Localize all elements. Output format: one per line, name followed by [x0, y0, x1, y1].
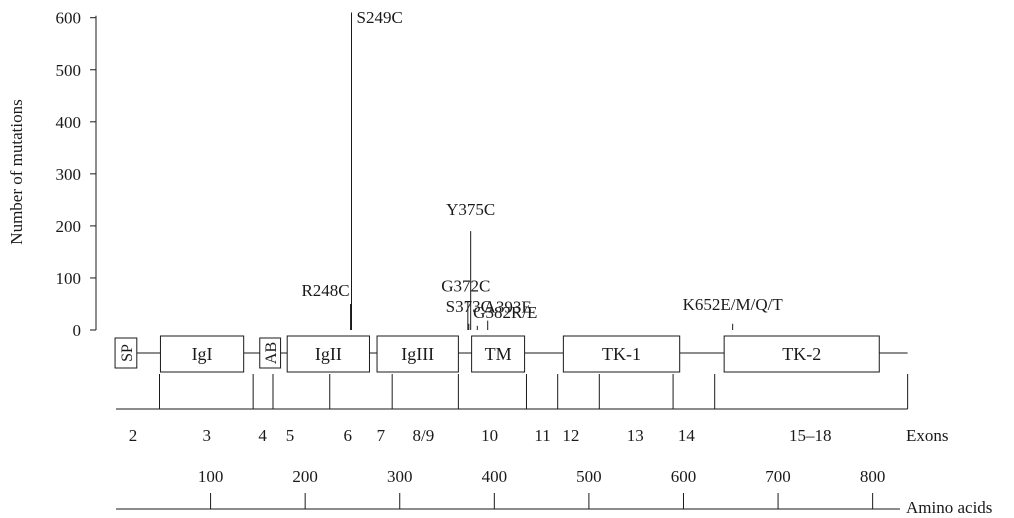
y-tick-label: 500 [56, 61, 82, 80]
y-axis: 0 100 200 300 400 500 600 [56, 9, 97, 340]
domain-box [159, 335, 245, 373]
exon-label: 7 [377, 426, 386, 445]
amino-acid-axis: 100 200 300 400 500 600 700 800 [116, 467, 900, 510]
aa-tick-label: 400 [482, 467, 508, 486]
exon-label: 5 [286, 426, 295, 445]
exon-label: 3 [203, 426, 212, 445]
aa-tick-label: 300 [387, 467, 413, 486]
exon-label: 6 [343, 426, 352, 445]
exon-label: 11 [534, 426, 550, 445]
amino-acid-axis-label: Amino acids [906, 498, 992, 517]
exon-label: 14 [678, 426, 696, 445]
exons-track-label: Exons [906, 426, 949, 445]
mutation-label: R248C [301, 281, 349, 300]
domain-box [114, 337, 138, 369]
domain-label: TM [485, 344, 512, 364]
domain-label: TK-2 [782, 344, 821, 364]
y-tick-label: 100 [56, 269, 82, 288]
mutation-label: G372C [441, 276, 490, 295]
y-tick-label: 0 [73, 321, 82, 340]
y-tick-label: 200 [56, 217, 82, 236]
domain-label: SP [119, 344, 136, 362]
y-tick-label: 600 [56, 9, 82, 28]
aa-tick-label: 500 [576, 467, 602, 486]
domain-box [471, 335, 526, 373]
mutation-label: A393E [484, 298, 532, 317]
mutation-label: S249C [357, 8, 403, 27]
exon-label: 8/9 [413, 426, 435, 445]
domain-box [376, 335, 459, 373]
domain-box [562, 335, 681, 373]
exon-label: 2 [129, 426, 138, 445]
exon-label: 12 [562, 426, 579, 445]
domain-label: IgIII [401, 344, 434, 364]
domain-label: IgI [192, 344, 213, 364]
y-axis-label: Number of mutations [7, 99, 26, 244]
aa-tick-label: 600 [671, 467, 697, 486]
exon-label: 4 [258, 426, 267, 445]
domain-box [259, 337, 282, 369]
exon-label: 13 [627, 426, 644, 445]
domain-box [723, 335, 880, 373]
y-tick-label: 400 [56, 113, 82, 132]
aa-tick-label: 800 [860, 467, 886, 486]
exon-track: 2 3 4 5 6 7 8/9 10 11 12 13 14 15–18 [116, 374, 909, 445]
mutation-label: S373C [446, 297, 492, 316]
exon-label: 10 [481, 426, 498, 445]
aa-tick-label: 700 [765, 467, 791, 486]
domain-label: IgII [315, 344, 342, 364]
domain-box [286, 335, 370, 373]
mutation-label: G382R/E [473, 303, 537, 322]
mutation-label: Y375C [446, 200, 495, 219]
domain-label: AB [263, 342, 280, 364]
domain-label: TK-1 [602, 344, 641, 364]
mutation-label: K652E/M/Q/T [683, 295, 784, 314]
aa-tick-label: 200 [292, 467, 318, 486]
exon-label: 15–18 [789, 426, 832, 445]
y-tick-label: 300 [56, 165, 82, 184]
aa-tick-label: 100 [198, 467, 224, 486]
protein-domains: SP IgI AB IgII IgIII TM TK-1 TK-2 [114, 335, 908, 373]
